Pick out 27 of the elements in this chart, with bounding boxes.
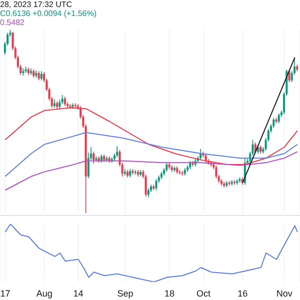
x-tick-label: 14	[73, 288, 84, 298]
candlestick	[215, 165, 218, 179]
candlestick	[144, 174, 147, 197]
x-tick-label: 18	[164, 288, 175, 298]
candlestick	[61, 94, 64, 105]
candlestick	[147, 188, 150, 198]
candlestick	[92, 151, 95, 164]
candlestick	[30, 68, 32, 76]
x-tick-label: 16	[238, 288, 248, 298]
candlestick	[272, 117, 275, 128]
text: 0.5482	[0, 18, 26, 27]
candlestick	[278, 112, 280, 124]
x-tick-label: 17	[0, 288, 10, 298]
candlestick	[64, 96, 66, 106]
x-tick-label: Aug	[36, 288, 52, 298]
candlestick	[116, 146, 118, 158]
candlestick	[58, 99, 61, 110]
candlestick	[166, 162, 168, 172]
x-tick-label: Nov	[276, 288, 293, 298]
x-tick-label: Sep	[117, 288, 134, 298]
candlestick	[155, 178, 158, 191]
candlestick	[40, 70, 42, 81]
x-tick-label: Oct	[196, 288, 211, 298]
text: C0.6136 +0.0094 (+1.56%)	[0, 9, 97, 18]
candlestick	[233, 180, 236, 186]
text: 28, 2023 17:32 UTC	[0, 0, 74, 9]
candlestick	[38, 70, 40, 81]
